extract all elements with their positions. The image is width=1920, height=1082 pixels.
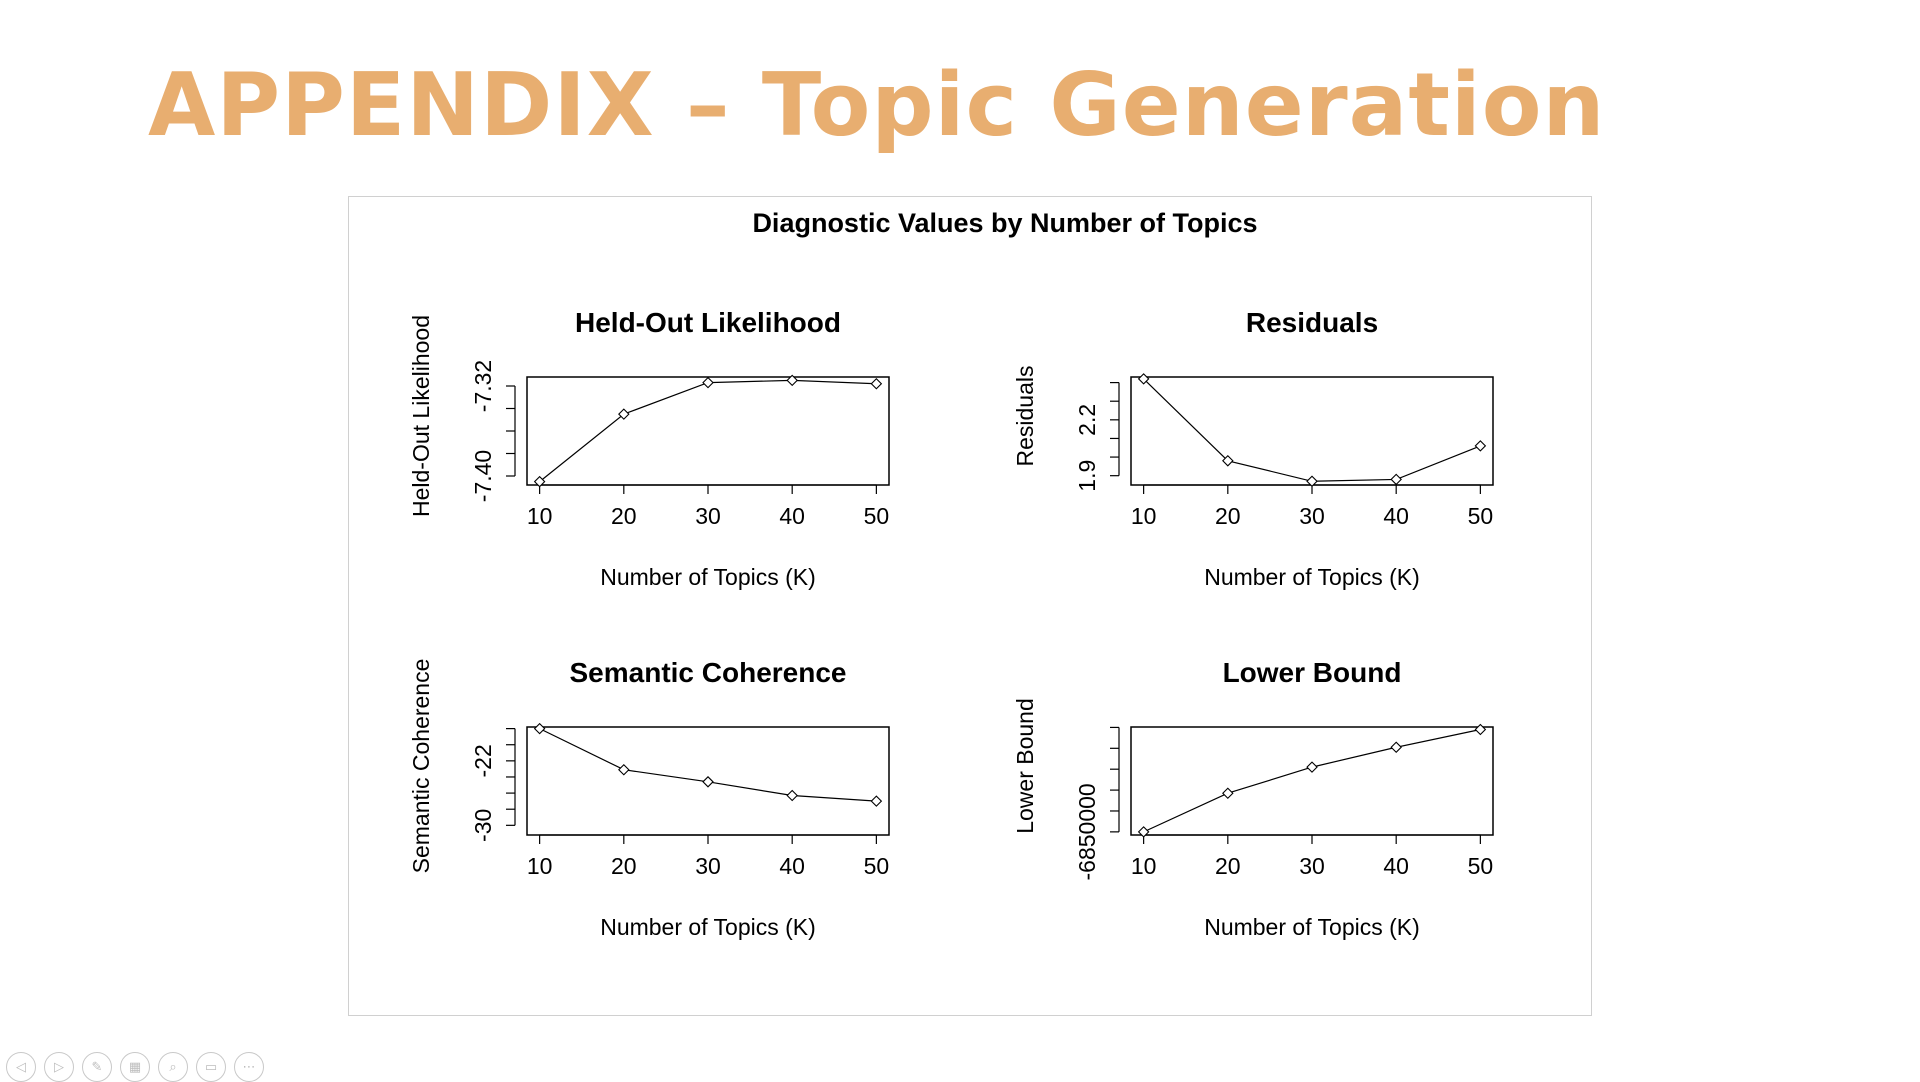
see-all-slides-button[interactable]: ▦ [120,1052,150,1082]
y-axis-label: Lower Bound [1012,698,1038,834]
series-line [1143,728,1481,833]
y-tick-label: -6850000 [1074,783,1100,880]
x-tick-label: 30 [1299,853,1325,879]
data-point [1390,473,1402,486]
zoom-button[interactable]: ⌕ [158,1052,188,1082]
x-tick-label: 10 [527,503,553,529]
slide-title: APPENDIX – Topic Generation [148,54,1606,156]
x-tick-label: 10 [1131,503,1157,529]
more-options-icon: ⋯ [242,1059,256,1075]
data-point [702,376,714,389]
plot-box [1130,726,1494,836]
data-point [533,475,546,488]
panel-title: Held-Out Likelihood [575,307,841,338]
data-point [1306,475,1318,488]
x-tick-label: 10 [1131,853,1157,879]
x-tick-label: 30 [695,503,721,529]
x-axis-label: Number of Topics (K) [1204,914,1420,940]
next-slide-button[interactable]: ▷ [44,1052,74,1082]
x-tick-label: 40 [1383,853,1409,879]
x-axis-label: Number of Topics (K) [600,564,816,590]
x-tick-label: 20 [1215,853,1241,879]
y-axis-label: Semantic Coherence [408,659,434,874]
series-line [539,379,877,483]
x-tick-label: 20 [1215,503,1241,529]
data-point [1306,761,1318,773]
slideshow-toolbar: ◁ ▷ ✎ ▦ ⌕ ▭ ⋯ [6,1052,264,1082]
y-tick-label: 1.9 [1074,460,1100,492]
y-tick-label: -30 [470,809,496,842]
data-point [1474,723,1487,736]
data-point [1390,741,1402,754]
data-point [786,789,798,802]
x-axis-label: Number of Topics (K) [1204,564,1420,590]
panel-title: Residuals [1246,307,1378,338]
subtitles-icon: ▭ [204,1059,218,1075]
x-tick-label: 10 [527,853,553,879]
data-point [618,763,630,776]
data-point [1137,826,1150,838]
panel-title: Semantic Coherence [570,657,847,688]
x-axis-label: Number of Topics (K) [600,914,816,940]
series-line [1143,378,1481,482]
data-point [870,377,883,390]
y-tick-label: -22 [470,744,496,777]
subtitles-button[interactable]: ▭ [196,1052,226,1082]
diagnostics-figure: Diagnostic Values by Number of Topics He… [348,196,1592,1016]
y-axis-label: Residuals [1012,366,1038,467]
x-tick-label: 30 [1299,503,1325,529]
data-point [702,776,714,788]
data-point [1222,787,1234,799]
data-point [786,374,798,387]
x-tick-label: 40 [779,853,805,879]
x-tick-label: 20 [611,503,637,529]
y-tick-label: 2.2 [1074,404,1100,436]
plot-box [1130,376,1494,486]
x-tick-label: 50 [864,503,890,529]
x-tick-label: 30 [695,853,721,879]
series-line [539,728,877,802]
next-slide-icon: ▷ [54,1059,64,1075]
data-point [1474,440,1487,452]
pen-button[interactable]: ✎ [82,1052,112,1082]
figure-title: Diagnostic Values by Number of Topics [752,208,1257,238]
x-tick-label: 50 [864,853,890,879]
pen-icon: ✎ [91,1059,103,1075]
data-point [1222,455,1234,467]
x-tick-label: 20 [611,853,637,879]
previous-slide-button[interactable]: ◁ [6,1052,36,1082]
x-tick-label: 40 [1383,503,1409,529]
zoom-icon: ⌕ [169,1059,177,1075]
previous-slide-icon: ◁ [16,1059,26,1075]
data-point [870,795,883,807]
x-tick-label: 50 [1468,503,1494,529]
x-tick-label: 50 [1468,853,1494,879]
data-point [1137,373,1150,385]
data-point [533,722,546,735]
data-point [618,408,630,420]
x-tick-label: 40 [779,503,805,529]
y-axis-label: Held-Out Likelihood [408,315,434,517]
panel-title: Lower Bound [1223,657,1402,688]
more-options-button[interactable]: ⋯ [234,1052,264,1082]
plot-box [526,376,890,486]
see-all-slides-icon: ▦ [128,1059,142,1075]
y-tick-label: -7.32 [470,360,496,412]
y-tick-label: -7.40 [470,450,496,502]
diagnostics-chart: Diagnostic Values by Number of Topics He… [408,208,1494,940]
